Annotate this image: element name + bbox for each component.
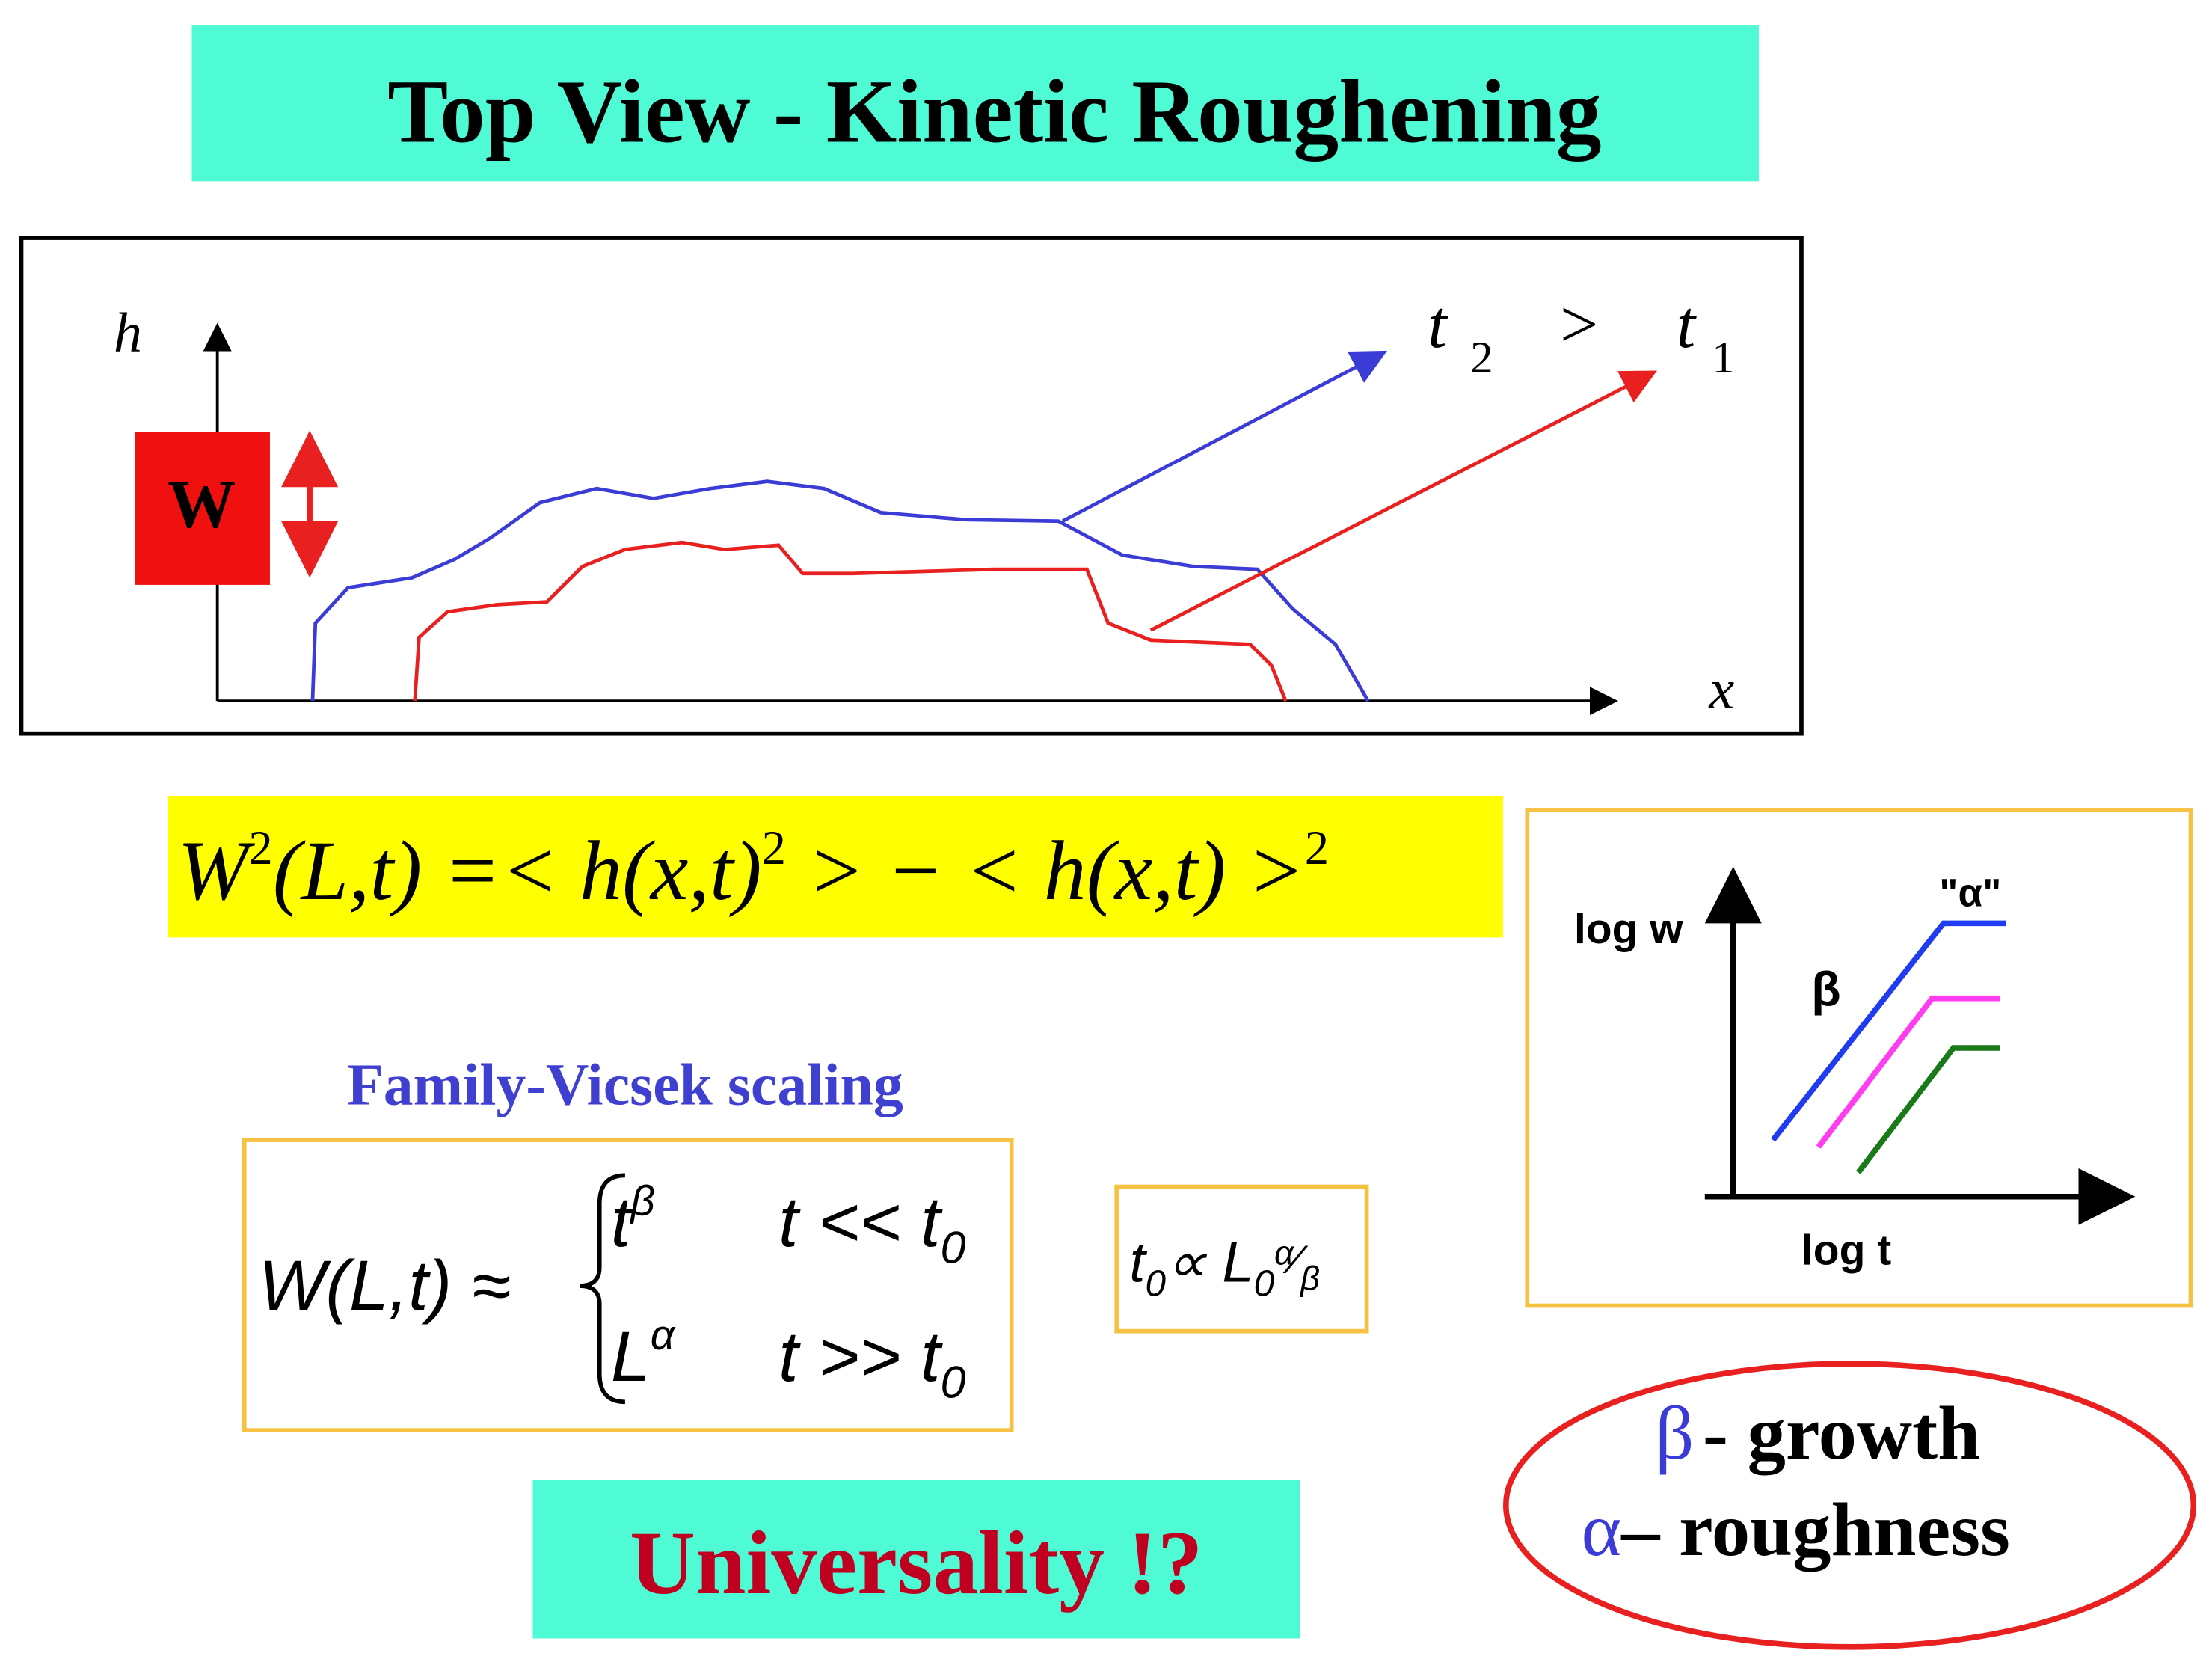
brace <box>579 1173 626 1405</box>
t1: t <box>1677 286 1698 362</box>
beta-text: - growth <box>1703 1391 1980 1476</box>
width-equation: W2(L,t) =< h(x,t)2 > − < h(x,t) >2 <box>177 821 1329 918</box>
title: Top View - Kinetic Roughening <box>387 62 1601 162</box>
time-relation: t 2 > t 1 <box>1428 286 1734 383</box>
cr-alpha: α <box>1274 1234 1295 1272</box>
eq-w: W <box>177 824 255 918</box>
h-label: h <box>114 301 142 364</box>
case1-exp: β <box>629 1177 655 1224</box>
w-box <box>135 432 270 585</box>
alpha-text: – roughness <box>1620 1488 2010 1572</box>
case2-sub: 0 <box>941 1357 966 1408</box>
eq-sup: 2 <box>1305 821 1329 874</box>
curve-mid-l <box>1816 995 2000 1149</box>
case1-cond: t << t <box>778 1183 943 1262</box>
cr-sub: 0 <box>1254 1263 1274 1304</box>
cr-t: t <box>1129 1230 1147 1294</box>
scaling-lhs: W(L,t) ≈ <box>259 1246 511 1325</box>
case1: tβ t << t0 <box>611 1177 966 1272</box>
footer-box <box>532 1480 1300 1639</box>
case2-cond: t >> t <box>778 1317 943 1396</box>
curve-small-l <box>1855 1045 2000 1174</box>
t2: t <box>1428 286 1448 362</box>
title-box <box>191 25 1759 182</box>
crossover-box <box>1114 1184 1369 1334</box>
inset-alpha: "α" <box>1939 871 2001 916</box>
case2: Lα t >> t0 <box>611 1311 966 1407</box>
t1-sub: 1 <box>1712 333 1734 383</box>
cr-prop: ∝ L <box>1166 1230 1254 1294</box>
inset-x-label: log t <box>1801 1227 1891 1275</box>
inset-box <box>1525 808 2193 1308</box>
front-t1 <box>413 540 1288 702</box>
equation-box <box>168 795 1503 938</box>
cr-sub: 0 <box>1145 1263 1165 1304</box>
crossover: t0∝ L0α⁄β <box>1129 1230 1320 1304</box>
greater: > <box>1560 286 1598 362</box>
t2-arrow <box>1061 350 1388 523</box>
alpha-symbol: α <box>1581 1488 1621 1572</box>
front-t2 <box>310 479 1370 702</box>
eq-sup: 2 <box>762 821 786 874</box>
case2-exp: α <box>651 1311 676 1359</box>
footer: Universality !? <box>630 1513 1202 1613</box>
w-label: W <box>168 466 236 542</box>
inset-beta: β <box>1811 962 1840 1016</box>
beta-symbol: β <box>1655 1391 1694 1476</box>
alpha-line: α– roughness <box>1581 1488 2009 1572</box>
beta-line: β- growth <box>1655 1391 1980 1476</box>
eq-part: (L,t) =< h(x,t) <box>273 824 762 918</box>
diagram-frame <box>19 236 1804 736</box>
case1-sub: 0 <box>941 1222 966 1273</box>
eq-sup: 2 <box>248 821 272 874</box>
t2-sub: 2 <box>1470 333 1493 383</box>
case1-base: t <box>611 1183 633 1262</box>
x-label: x <box>1708 658 1734 721</box>
inset-y-label: log w <box>1574 905 1683 953</box>
curve-large-l <box>1770 920 2006 1142</box>
cr-beta: β <box>1299 1260 1320 1298</box>
exponent-ellipse <box>1502 1361 2197 1650</box>
scaling-box <box>242 1138 1014 1432</box>
case2-base: L <box>611 1317 651 1396</box>
t1-arrow <box>1149 370 1658 632</box>
scaling-title: Family-Vicsek scaling <box>347 1052 903 1118</box>
eq-part: > − < h(x,t) > <box>786 824 1305 918</box>
